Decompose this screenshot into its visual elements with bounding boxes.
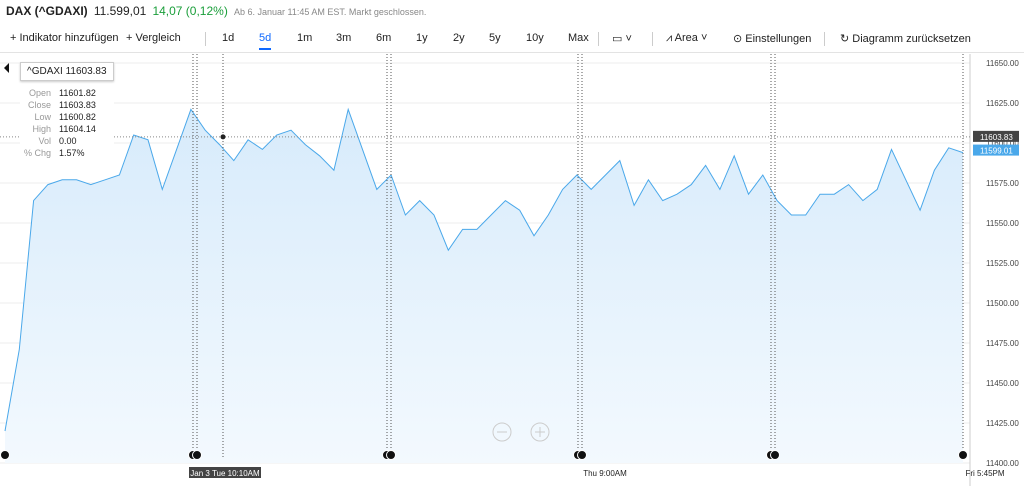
status: Ab 6. Januar 11:45 AM EST. Markt geschlo… bbox=[233, 7, 427, 17]
settings-button[interactable]: ⊙ Einstellungen bbox=[733, 33, 812, 45]
range-button[interactable]: 2y bbox=[453, 32, 465, 44]
event-marker[interactable] bbox=[577, 450, 587, 460]
y-tick-label: 11450.00 bbox=[986, 379, 1019, 388]
tooltip: ^GDAXI 11603.83 Open 11601.82 Close 11603.8… bbox=[20, 62, 114, 159]
price-tag-label: 11599.01 bbox=[980, 147, 1013, 156]
tooltip-row: Open 11601.82 bbox=[20, 87, 100, 99]
header: DAX (^GDAXI) 11.599,01 14,07 (0,12%) Ab … bbox=[6, 4, 426, 18]
compare-button[interactable]: + Vergleich bbox=[126, 32, 181, 44]
range-button[interactable]: 1y bbox=[416, 32, 428, 44]
y-tick-label: 11650.00 bbox=[986, 59, 1019, 68]
settings-label[interactable]: Einstellungen bbox=[745, 33, 812, 45]
x-tick-label: Fri 5:45PM bbox=[965, 469, 1004, 478]
y-tick-label: 11475.00 bbox=[986, 339, 1019, 348]
event-marker[interactable] bbox=[958, 450, 968, 460]
tooltip-value: 11601.82 bbox=[59, 88, 96, 98]
collapse-arrow bbox=[4, 63, 9, 73]
price-tag bbox=[973, 144, 1019, 156]
tooltip-value: 11603.83 bbox=[59, 100, 96, 110]
tooltip-key: Low bbox=[34, 112, 52, 122]
y-tick-label: 11575.00 bbox=[986, 179, 1019, 188]
event-marker[interactable] bbox=[0, 450, 10, 460]
tooltip-key: % Chg bbox=[24, 148, 52, 158]
tooltip-title: ^GDAXI 11603.83 bbox=[20, 62, 114, 81]
tooltip-row: % Chg 1.57% bbox=[20, 147, 100, 159]
chart-type-button[interactable]: ⩘ Area ˅ bbox=[666, 32, 708, 44]
price: 11.599,01 bbox=[93, 4, 147, 18]
tooltip-key: Open bbox=[28, 88, 52, 98]
x-label-box bbox=[189, 467, 261, 478]
area bbox=[5, 109, 963, 464]
y-tick-label: 11525.00 bbox=[986, 259, 1019, 268]
tooltip-row: High 11604.14 bbox=[20, 123, 100, 135]
toolbar: + Indikator hinzufügen + Vergleich 1d 5d 1… bbox=[0, 26, 1024, 53]
zoom-in[interactable] bbox=[530, 422, 550, 442]
tooltip-table: Open 11601.82 Close 11603.83 Low 11600.82 High… bbox=[20, 87, 100, 159]
range-button[interactable]: 3m bbox=[336, 32, 352, 44]
reset-label[interactable]: Diagramm zurücksetzen bbox=[852, 33, 971, 45]
tooltip-row: Close 11603.83 bbox=[20, 99, 100, 111]
event-marker[interactable] bbox=[386, 450, 396, 460]
tooltip-row: Vol 0.00 bbox=[20, 135, 100, 147]
y-tick-label: 11500.00 bbox=[986, 299, 1019, 308]
y-tick-label: 11400.00 bbox=[986, 459, 1019, 468]
tooltip-row: Low 11600.82 bbox=[20, 111, 100, 123]
indicator-button[interactable]: + Indikator hinzufügen bbox=[10, 32, 119, 44]
separator bbox=[205, 32, 206, 46]
change: 14,07 (0,12%) bbox=[152, 4, 228, 18]
tooltip-value: 11600.82 bbox=[59, 112, 96, 122]
range-button[interactable]: 10y bbox=[526, 32, 544, 44]
compare-label[interactable]: Vergleich bbox=[135, 32, 181, 44]
range-button[interactable]: 6m bbox=[376, 32, 392, 44]
event-marker[interactable] bbox=[770, 450, 780, 460]
y-tick-label: 11550.00 bbox=[986, 219, 1019, 228]
tooltip-value: 1.57% bbox=[59, 148, 85, 158]
tooltip-value: 0.00 bbox=[59, 136, 77, 146]
tooltip-key: Close bbox=[28, 100, 52, 110]
y-tick-label: 11625.00 bbox=[986, 99, 1019, 108]
tooltip-key: Vol bbox=[38, 136, 52, 146]
calendar-button[interactable]: ▭ ˅ bbox=[612, 33, 632, 45]
range-button[interactable]: 5d bbox=[259, 32, 272, 50]
price-tag bbox=[973, 130, 1019, 142]
separator bbox=[824, 32, 825, 46]
separator bbox=[652, 32, 653, 46]
y-tick-label: 11600.00 bbox=[986, 139, 1019, 148]
chart-type-label[interactable]: Area bbox=[674, 32, 698, 44]
y-tick-label: 11425.00 bbox=[986, 419, 1019, 428]
cursor-dot bbox=[220, 134, 226, 140]
chart: 11400.00 11425.00 11450.00 11475.00 11500.00… bbox=[0, 54, 1019, 486]
price-tag-label: 11603.83 bbox=[980, 133, 1013, 142]
tooltip-value: 11604.14 bbox=[59, 124, 96, 134]
x-tick-label: Jan 3 Tue 10:10AM bbox=[190, 469, 260, 478]
separator bbox=[598, 32, 599, 46]
zoom-in-icon bbox=[535, 427, 545, 437]
event-marker[interactable] bbox=[192, 450, 202, 460]
x-tick-label: Thu 9:00AM bbox=[583, 469, 627, 478]
range-button[interactable]: 5y bbox=[489, 32, 501, 44]
reset-button[interactable]: ↻ Diagramm zurücksetzen bbox=[840, 33, 971, 45]
zoom-out[interactable] bbox=[492, 422, 512, 442]
range-button[interactable]: Max bbox=[568, 32, 589, 44]
range-button[interactable]: 1m bbox=[297, 32, 313, 44]
tooltip-key: High bbox=[32, 124, 52, 134]
price-line bbox=[4, 107, 964, 432]
range-button[interactable]: 1d bbox=[222, 32, 235, 44]
indicator-label[interactable]: Indikator hinzufügen bbox=[19, 32, 119, 44]
symbol: DAX (^GDAXI) bbox=[6, 4, 88, 18]
